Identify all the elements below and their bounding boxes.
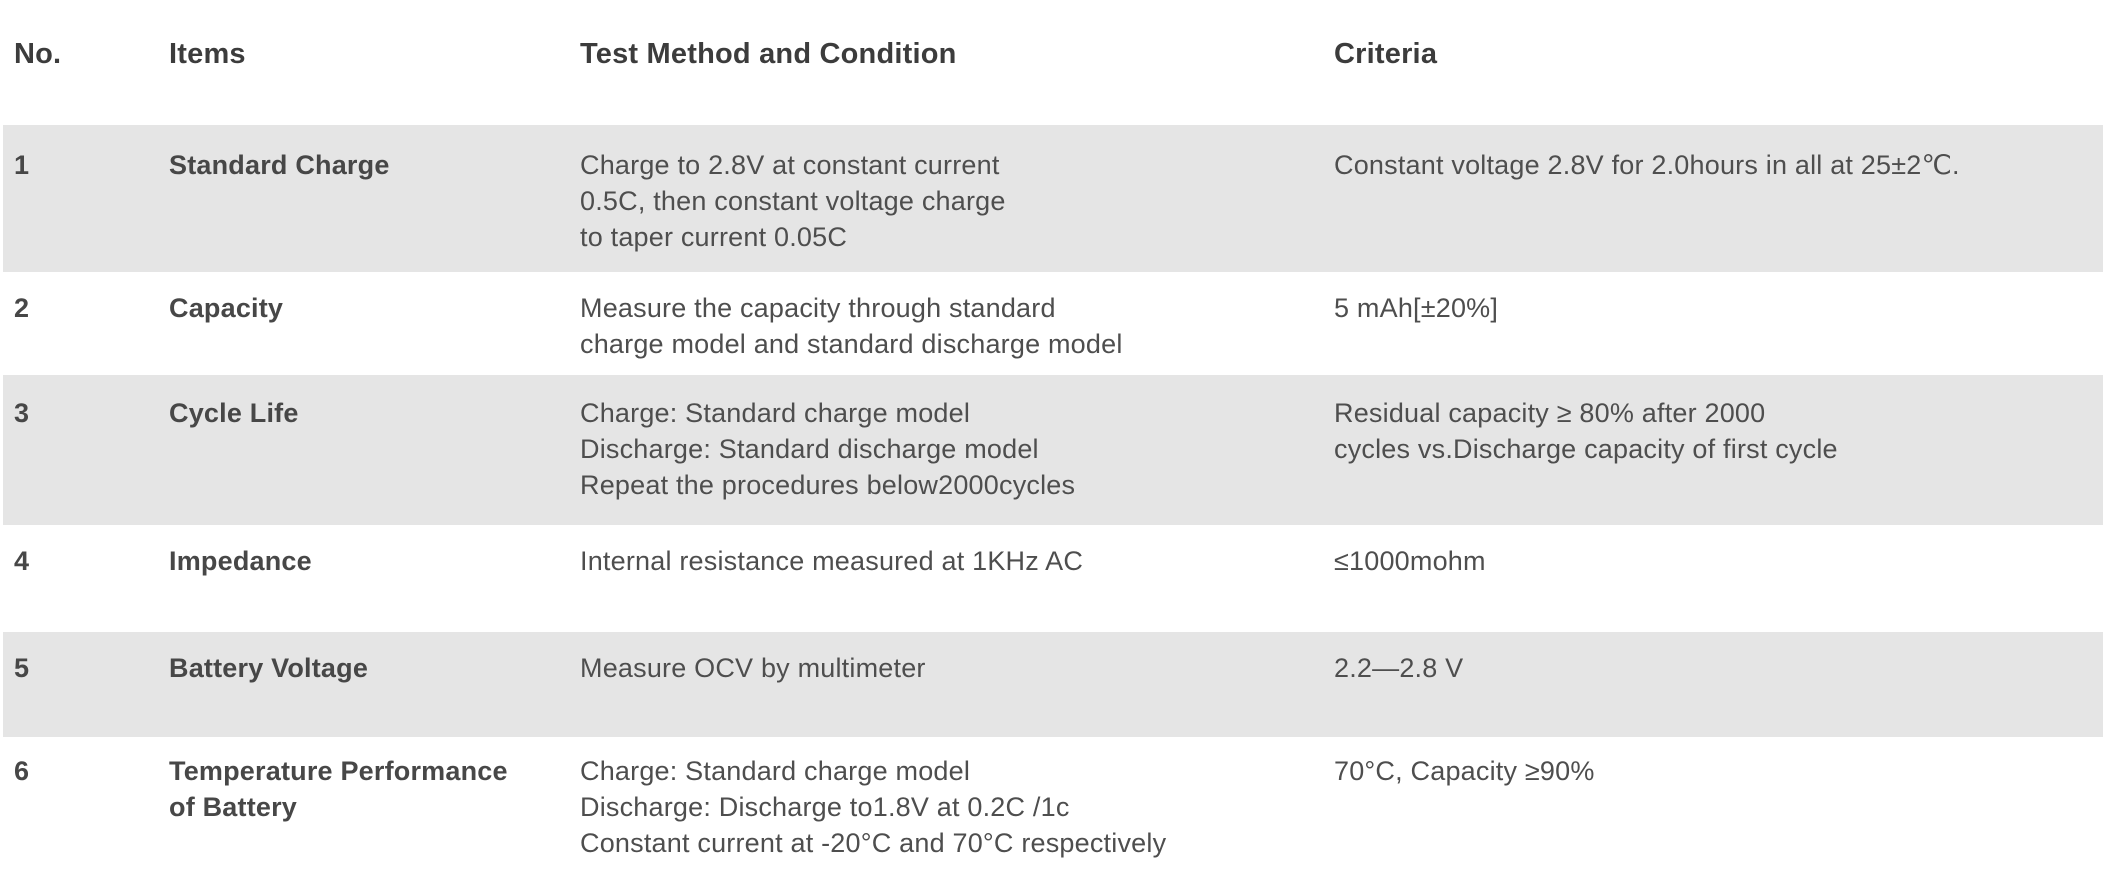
column-header-no-label: No. [14,38,62,70]
criteria-line: 70°C, Capacity ≥90% [1334,756,1595,786]
table-header-row: No. Items Test Method and Condition Crit… [3,0,2103,125]
cell-criteria: 2.2—2.8 V [1334,650,2103,737]
table-row: 6 Temperature Performance of Battery Char… [3,737,2103,891]
cell-criteria: Constant voltage 2.8V for 2.0hours in al… [1334,147,2103,272]
method-line: Measure the capacity through standard [580,293,1056,323]
method-line: Constant current at -20°C and 70°C respe… [580,828,1167,858]
criteria-line: cycles vs.Discharge capacity of first cy… [1334,434,1838,464]
method-line: Measure OCV by multimeter [580,653,926,683]
criteria-line: Residual capacity ≥ 80% after 2000 [1334,398,1766,428]
cell-no: 3 [14,395,169,525]
table-row: 2 Capacity Measure the capacity through … [3,272,2103,375]
cell-method: Measure OCV by multimeter [580,650,1334,737]
item-line: of Battery [169,792,298,822]
cell-no: 5 [14,650,169,737]
no-line: 3 [14,398,30,428]
cell-method: Measure the capacity through standard cha… [580,290,1334,375]
item-line: Standard Charge [169,150,390,180]
cell-no: 1 [14,147,169,272]
cell-item: Impedance [169,543,580,632]
criteria-line: Constant voltage 2.8V for 2.0hours in al… [1334,150,1960,180]
no-line: 2 [14,293,30,323]
method-line: Charge: Standard charge model [580,398,971,428]
item-line: Capacity [169,293,284,323]
cell-criteria: ≤1000mohm [1334,543,2103,632]
method-line: Repeat the procedures below2000cycles [580,470,1076,500]
method-line: 0.5C, then constant voltage charge [580,186,1006,216]
method-line: Charge to 2.8V at constant current [580,150,1000,180]
column-header-criteria-label: Criteria [1334,38,1438,70]
no-line: 5 [14,653,30,683]
column-header-no: No. [14,38,169,125]
criteria-line: ≤1000mohm [1334,546,1486,576]
cell-criteria: 70°C, Capacity ≥90% [1334,753,2103,891]
table-row: 4 Impedance Internal resistance measured… [3,525,2103,632]
criteria-line: 2.2—2.8 V [1334,653,1464,683]
item-line: Battery Voltage [169,653,369,683]
cell-item: Cycle Life [169,395,580,525]
method-line: Charge: Standard charge model [580,756,971,786]
cell-criteria: Residual capacity ≥ 80% after 2000 cycles… [1334,395,2103,525]
cell-no: 4 [14,543,169,632]
column-header-test-method: Test Method and Condition [580,38,1334,125]
item-line: Impedance [169,546,312,576]
no-line: 6 [14,756,30,786]
method-line: charge model and standard discharge mode… [580,329,1123,359]
cell-method: Charge to 2.8V at constant current 0.5C, … [580,147,1334,272]
cell-criteria: 5 mAh[±20%] [1334,290,2103,375]
column-header-test-method-label: Test Method and Condition [580,38,957,70]
cell-no: 6 [14,753,169,891]
item-line: Temperature Performance [169,756,508,786]
criteria-line: 5 mAh[±20%] [1334,293,1499,323]
cell-item: Standard Charge [169,147,580,272]
method-line: Internal resistance measured at 1KHz AC [580,546,1084,576]
cell-method: Charge: Standard charge model Discharge: … [580,395,1334,525]
table-row: 5 Battery Voltage Measure OCV by multime… [3,632,2103,737]
no-line: 1 [14,150,30,180]
cell-item: Capacity [169,290,580,375]
item-line: Cycle Life [169,398,299,428]
no-line: 4 [14,546,30,576]
cell-method: Internal resistance measured at 1KHz AC [580,543,1334,632]
cell-no: 2 [14,290,169,375]
column-header-items-label: Items [169,38,246,70]
table-row: 3 Cycle Life Charge: Standard charge mod… [3,375,2103,525]
cell-item: Temperature Performance of Battery [169,753,580,891]
column-header-criteria: Criteria [1334,38,2103,125]
column-header-items: Items [169,38,580,125]
cell-item: Battery Voltage [169,650,580,737]
cell-method: Charge: Standard charge model Discharge: … [580,753,1334,891]
method-line: to taper current 0.05C [580,222,848,252]
method-line: Discharge: Discharge to1.8V at 0.2C /1c [580,792,1070,822]
method-line: Discharge: Standard discharge model [580,434,1039,464]
table-row: 1 Standard Charge Charge to 2.8V at cons… [3,125,2103,272]
